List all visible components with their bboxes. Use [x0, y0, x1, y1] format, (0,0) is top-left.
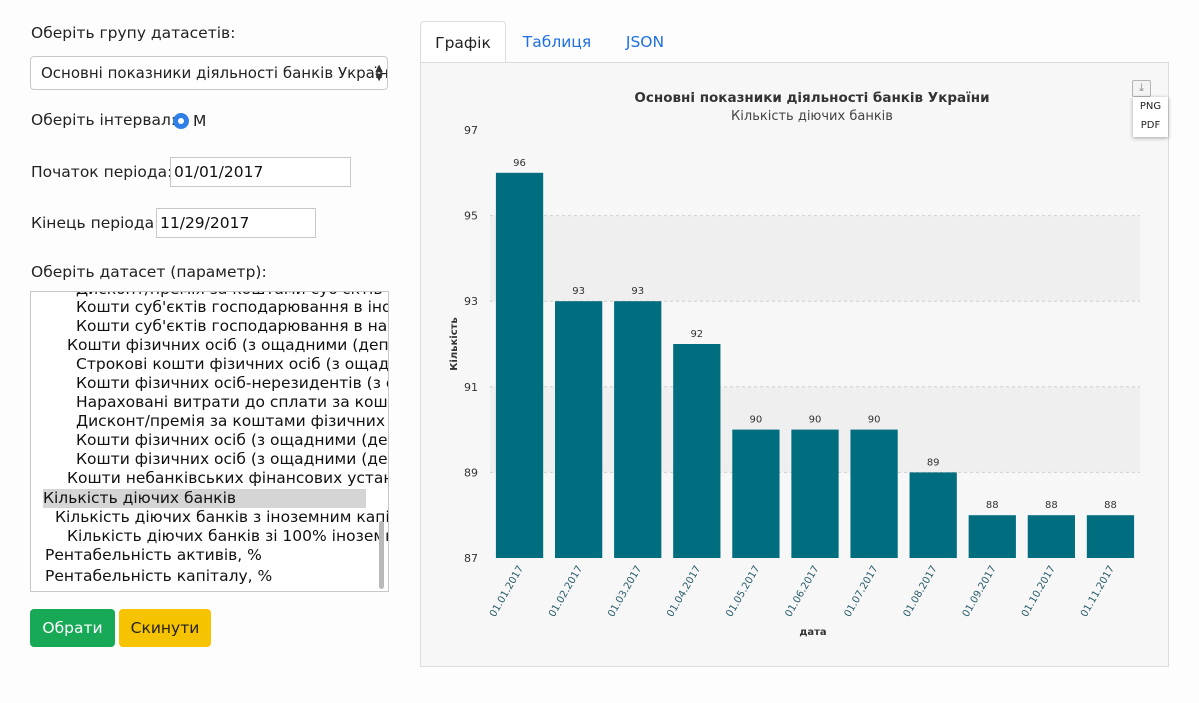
group-label: Оберіть групу датасетів: — [31, 24, 236, 42]
data-label: 93 — [631, 286, 644, 297]
tab-table[interactable]: Таблиця — [522, 33, 592, 51]
list-item[interactable]: Кількість діючих банків з іноземним капі — [55, 508, 389, 526]
x-tick-label: 01.08.2017 — [902, 564, 940, 619]
x-tick-label: 01.05.2017 — [724, 564, 762, 619]
start-label: Початок періода: — [31, 163, 173, 181]
list-item[interactable]: Строкові кошти фізичних осіб (з ощад — [76, 355, 389, 373]
data-label: 88 — [986, 500, 999, 511]
x-tick-label: 01.09.2017 — [961, 564, 999, 619]
list-item[interactable]: Кошти фізичних осіб (з ощадними (деп — [76, 450, 389, 468]
x-tick-label: 01.10.2017 — [1020, 564, 1058, 619]
list-item[interactable]: Дисконт/премія за коштами суб'єктів — [76, 292, 382, 299]
list-item[interactable]: Кількість діючих банків зі 100% іноземн — [67, 527, 389, 545]
reset-button[interactable]: Скинути — [119, 609, 211, 647]
y-tick-labels: 87 89 91 93 95 97 — [464, 124, 478, 565]
bar — [614, 301, 662, 558]
bar — [555, 301, 603, 558]
listbox-scrollbar[interactable] — [377, 293, 387, 590]
data-label: 90 — [868, 415, 881, 426]
dataset-label: Оберіть датасет (параметр): — [31, 263, 267, 281]
x-tick-label: 01.04.2017 — [665, 564, 703, 619]
x-axis-label: дата — [799, 627, 826, 638]
list-item[interactable]: Кошти суб'єктів господарювання в нац — [76, 317, 389, 335]
bar — [495, 172, 544, 559]
data-label: 88 — [1104, 500, 1117, 511]
bar — [1086, 515, 1135, 558]
y-tick-label: 91 — [464, 381, 478, 394]
interval-label: Оберіть інтервал: — [31, 111, 177, 129]
x-tick-label: 01.03.2017 — [606, 564, 644, 619]
start-date-input[interactable]: 01/01/2017 — [170, 157, 351, 187]
list-item[interactable]: Рентабельність активів, % — [45, 546, 262, 564]
y-tick-label: 95 — [464, 210, 478, 223]
x-tick-labels: 01.01.2017 01.02.2017 01.03.2017 01.04.2017… — [488, 564, 1117, 619]
data-label: 92 — [690, 329, 703, 340]
list-item[interactable]: Кошти суб'єктів господарювання в іно — [76, 298, 389, 316]
chart-panel — [420, 62, 1169, 667]
x-tick-label: 01.07.2017 — [843, 564, 881, 619]
list-item[interactable]: Нараховані витрати до сплати за кошт — [76, 393, 389, 411]
list-item[interactable]: Кошти фізичних осіб (з ощадними (деп — [76, 431, 389, 449]
bar — [732, 429, 780, 558]
dataset-group-value: Основні показники діяльності банків Укра… — [41, 64, 388, 82]
data-label: 90 — [809, 415, 822, 426]
listbox-scroll-thumb[interactable] — [379, 521, 384, 589]
end-date-input[interactable]: 11/29/2017 — [156, 208, 316, 238]
tab-json[interactable]: JSON — [625, 33, 665, 51]
data-label: 96 — [513, 158, 526, 169]
bar — [909, 472, 957, 558]
list-item-selected[interactable]: Кількість діючих банків — [43, 489, 366, 508]
download-icon[interactable]: ⤓ — [1132, 80, 1151, 97]
bar — [673, 344, 721, 558]
y-tick-label: 89 — [464, 466, 478, 479]
data-label: 90 — [750, 415, 763, 426]
chart-subtitle: Кількість діючих банків — [731, 109, 893, 124]
y-tick-label: 97 — [464, 124, 478, 137]
dataset-listbox[interactable]: Дисконт/премія за коштами суб'єктів Кошт… — [30, 291, 389, 592]
list-item[interactable]: Дисконт/премія за коштами фізичних — [76, 412, 386, 430]
export-pdf-item[interactable]: PDF — [1140, 120, 1161, 131]
export-menu: PNG PDF — [1133, 97, 1168, 137]
end-label: Кінець періода: — [31, 214, 160, 232]
submit-button[interactable]: Обрати — [30, 609, 115, 647]
chart-bars — [495, 172, 1135, 559]
bar — [1027, 515, 1075, 558]
data-label: 93 — [572, 286, 585, 297]
y-tick-label: 93 — [464, 295, 478, 308]
bar-chart: 87 89 91 93 95 97 96 93 93 92 90 90 90 89 88 88 88 01.0… — [449, 90, 1140, 638]
dataset-group-select[interactable]: Основні показники діяльності банків Укра… — [30, 56, 388, 90]
x-tick-label: 01.06.2017 — [783, 564, 821, 619]
list-item[interactable]: Рентабельність капіталу, % — [45, 567, 273, 585]
data-label: 88 — [1045, 500, 1058, 511]
plot-band — [490, 215, 1140, 302]
interval-radio[interactable] — [173, 113, 189, 129]
data-label: 89 — [927, 457, 940, 468]
y-axis-label: Кількість — [449, 317, 460, 371]
select-arrows-icon: ▲ ▼ — [375, 63, 383, 83]
x-tick-label: 01.01.2017 — [488, 564, 526, 619]
bar — [850, 429, 898, 558]
export-png-item[interactable]: PNG — [1139, 101, 1162, 112]
bar — [791, 429, 839, 558]
list-item[interactable]: Кошти фізичних осіб (з ощадними (депо — [67, 336, 389, 354]
tab-chart[interactable]: Графік — [420, 21, 506, 63]
y-tick-label: 87 — [464, 552, 478, 565]
x-tick-label: 01.02.2017 — [547, 564, 585, 619]
x-tick-label: 01.11.2017 — [1079, 564, 1117, 619]
list-item[interactable]: Кошти небанківських фінансових устан — [67, 469, 389, 487]
bar — [968, 515, 1016, 558]
chart-title: Основні показники діяльності банків Укра… — [634, 90, 989, 106]
interval-radio-label: M — [193, 112, 207, 130]
list-item[interactable]: Кошти фізичних осіб-нерезидентів (з о — [76, 374, 389, 392]
data-labels: 96 93 93 92 90 90 90 89 88 88 88 — [513, 158, 1117, 511]
